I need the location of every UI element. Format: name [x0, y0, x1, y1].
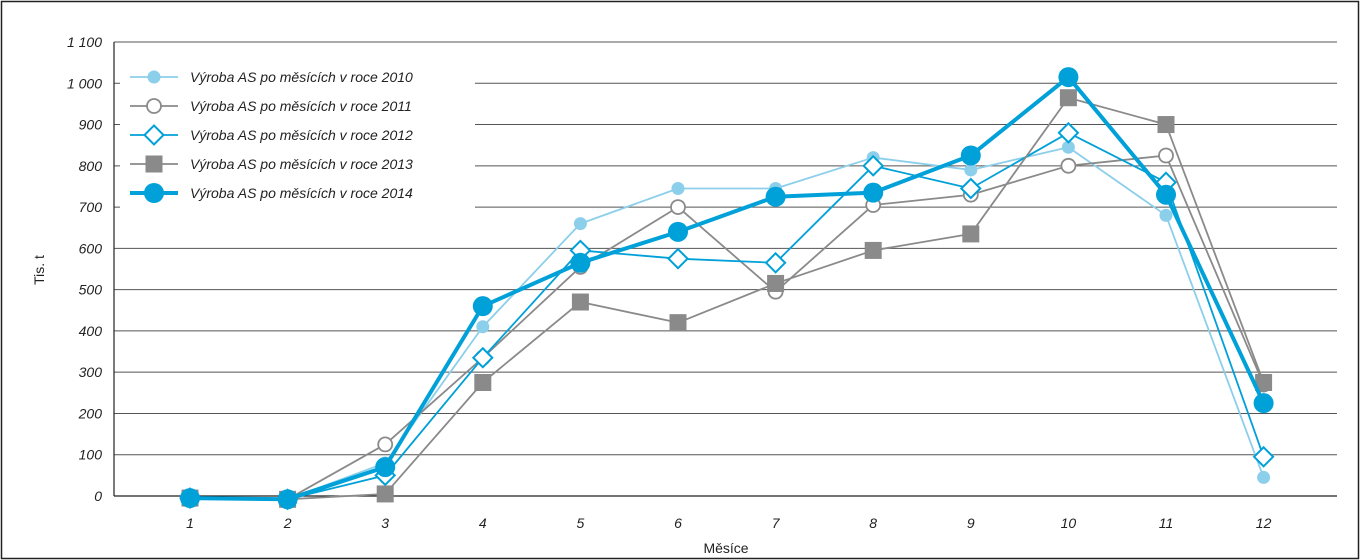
legend-label: Výroba AS po měsících v roce 2014 — [190, 185, 413, 201]
y-tick-label: 600 — [79, 240, 103, 256]
x-tick-label: 8 — [869, 515, 877, 531]
data-point — [1257, 470, 1271, 484]
y-tick-label: 1 100 — [67, 34, 102, 50]
data-point — [377, 436, 394, 453]
data-point — [1059, 89, 1077, 107]
series-line-2 — [189, 154, 1265, 501]
data-point — [1157, 116, 1175, 134]
legend-label: Výroba AS po měsících v roce 2012 — [190, 127, 413, 143]
data-point — [1255, 374, 1273, 391]
data-point — [573, 217, 587, 231]
legend-item-1: Výroba AS po měsících v roce 2010 — [130, 69, 413, 85]
data-point — [862, 154, 885, 177]
data-point — [1253, 393, 1274, 414]
data-point — [668, 221, 688, 242]
data-point — [764, 251, 787, 274]
data-point — [669, 314, 687, 332]
data-point — [667, 247, 689, 270]
x-tick-label: 3 — [381, 515, 389, 531]
series-line-5 — [189, 75, 1266, 502]
legend: Výroba AS po měsících v roce 2010 Výroba … — [120, 60, 475, 224]
legend-marker — [145, 155, 163, 173]
data-point — [670, 199, 686, 215]
series-5 — [180, 67, 1274, 510]
data-point — [767, 274, 785, 292]
x-tick-label: 1 — [186, 515, 194, 531]
x-tick-label: 12 — [1256, 515, 1272, 531]
data-point — [571, 293, 589, 311]
data-point — [960, 145, 981, 166]
data-point — [964, 163, 978, 177]
series-layer — [179, 67, 1275, 511]
data-point — [476, 320, 490, 334]
data-point — [1159, 208, 1173, 222]
data-point — [1057, 121, 1080, 144]
y-axis-title: Tis. t — [31, 255, 47, 285]
data-point — [180, 488, 200, 509]
legend-label: Výroba AS po měsících v roce 2010 — [190, 69, 413, 85]
data-point — [1061, 140, 1075, 154]
data-point — [1058, 67, 1079, 88]
legend-label: Výroba AS po měsících v roce 2013 — [190, 156, 413, 172]
legend-background — [120, 60, 475, 224]
x-axis-title: Měsíce — [703, 540, 748, 556]
y-tick-label: 500 — [79, 282, 103, 298]
data-point — [1158, 147, 1174, 164]
data-point — [959, 177, 982, 200]
data-point — [671, 182, 685, 196]
x-tick-label: 4 — [479, 515, 487, 531]
data-point — [863, 182, 884, 203]
x-tick-label: 10 — [1061, 515, 1077, 531]
data-point — [472, 296, 493, 317]
y-tick-label: 200 — [78, 405, 103, 421]
data-point — [375, 457, 396, 478]
legend-label: Výroba AS po měsících v roce 2011 — [190, 98, 412, 114]
series-line-4 — [189, 96, 1265, 501]
legend-item-3: Výroba AS po měsících v roce 2012 — [130, 124, 413, 146]
legend-item-2: Výroba AS po měsících v roce 2011 — [130, 98, 412, 114]
data-point — [1156, 184, 1176, 205]
y-tick-label: 0 — [94, 488, 102, 504]
y-tick-label: 100 — [79, 447, 103, 463]
data-point — [376, 485, 394, 503]
data-point — [277, 489, 298, 510]
data-point — [1060, 157, 1077, 174]
y-tick-label: 700 — [79, 199, 103, 215]
series-line-3 — [189, 131, 1265, 501]
data-point — [471, 346, 494, 369]
y-tick-label: 400 — [79, 323, 103, 339]
y-tick-label: 900 — [79, 117, 103, 133]
legend-item-5: Výroba AS po měsících v roce 2014 — [130, 183, 413, 203]
y-tick-label: 1 000 — [67, 75, 102, 91]
x-tick-label: 7 — [772, 515, 781, 531]
data-point — [962, 225, 980, 243]
data-point — [765, 186, 786, 207]
x-tick-label: 6 — [674, 515, 682, 531]
legend-marker — [143, 124, 165, 146]
x-tick-label: 2 — [283, 515, 292, 531]
x-tick-label: 5 — [577, 515, 585, 531]
y-tick-label: 300 — [79, 364, 103, 380]
x-tick-label: 9 — [967, 515, 975, 531]
legend-marker — [146, 98, 162, 114]
legend-marker — [147, 70, 161, 84]
legend-marker — [144, 183, 164, 203]
data-point — [1252, 445, 1275, 468]
data-point — [474, 374, 492, 391]
x-tick-label: 11 — [1159, 515, 1174, 531]
data-point — [570, 252, 591, 273]
legend-item-4: Výroba AS po měsících v roce 2013 — [130, 155, 413, 173]
axes — [113, 42, 1337, 497]
series-line-1 — [189, 146, 1265, 501]
data-point — [864, 241, 882, 259]
y-tick-label: 800 — [79, 158, 103, 174]
